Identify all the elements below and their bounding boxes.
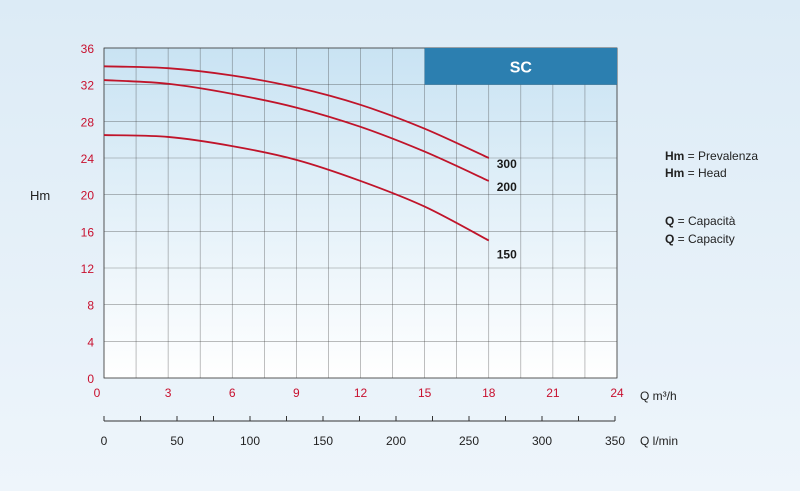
x-tick-label-m3h: 18 xyxy=(482,386,496,400)
legend-note-text: = Capacity xyxy=(674,232,734,246)
series-badge-label: SC xyxy=(510,59,533,76)
legend-note: Q = Capacity xyxy=(665,232,735,246)
x-tick-label-lmin: 350 xyxy=(605,434,625,448)
x-tick-label-m3h: 9 xyxy=(293,386,300,400)
curve-150 xyxy=(103,134,490,242)
y-tick-label: 28 xyxy=(81,115,95,129)
y-tick-label: 16 xyxy=(81,225,95,239)
legend-note: Hm = Prevalenza xyxy=(665,149,758,163)
legend-note-text: = Head xyxy=(684,166,726,180)
x-tick-label-m3h: 3 xyxy=(165,386,172,400)
x-tick-label-lmin: 200 xyxy=(386,434,406,448)
x-axis-label-lmin: Q l/min xyxy=(640,434,678,448)
x-tick-label-m3h: 0 xyxy=(94,386,101,400)
legend-note-abbr: Q xyxy=(665,214,674,228)
x-tick-label-m3h: 15 xyxy=(418,386,432,400)
x-tick-label-lmin: 100 xyxy=(240,434,260,448)
legend-note-abbr: Hm xyxy=(665,149,684,163)
series-badge xyxy=(424,48,617,85)
legend-note: Hm = Head xyxy=(665,166,727,180)
x-tick-label-lmin: 150 xyxy=(313,434,333,448)
curve-label-150: 150 xyxy=(497,248,517,262)
legend-note-abbr: Q xyxy=(665,232,674,246)
x-tick-label-lmin: 50 xyxy=(170,434,184,448)
legend-note-text: = Prevalenza xyxy=(684,149,758,163)
y-tick-label: 4 xyxy=(87,335,94,349)
curve-200 xyxy=(103,79,490,182)
y-tick-label: 12 xyxy=(81,262,95,276)
curve-label-200: 200 xyxy=(497,180,517,194)
curve-300 xyxy=(103,65,490,159)
y-tick-label: 0 xyxy=(87,372,94,386)
x-tick-label-lmin: 300 xyxy=(532,434,552,448)
y-tick-label: 36 xyxy=(81,42,95,56)
legend-note-text: = Capacità xyxy=(674,214,735,228)
x-tick-label-lmin: 250 xyxy=(459,434,479,448)
y-tick-label: 8 xyxy=(87,299,94,313)
x-axis-label-m3h: Q m³/h xyxy=(640,389,677,403)
x-tick-label-m3h: 24 xyxy=(610,386,624,400)
y-tick-label: 20 xyxy=(81,189,95,203)
curve-label-300: 300 xyxy=(497,157,517,171)
y-tick-label: 24 xyxy=(81,152,95,166)
legend-note-abbr: Hm xyxy=(665,166,684,180)
y-tick-label: 32 xyxy=(81,79,95,93)
x-tick-label-m3h: 6 xyxy=(229,386,236,400)
x-tick-label-m3h: 21 xyxy=(546,386,560,400)
x-tick-label-lmin: 0 xyxy=(101,434,108,448)
plot-frame xyxy=(103,47,618,379)
legend-note: Q = Capacità xyxy=(665,214,736,228)
x-tick-label-m3h: 12 xyxy=(354,386,368,400)
y-axis-label: Hm xyxy=(30,188,50,203)
